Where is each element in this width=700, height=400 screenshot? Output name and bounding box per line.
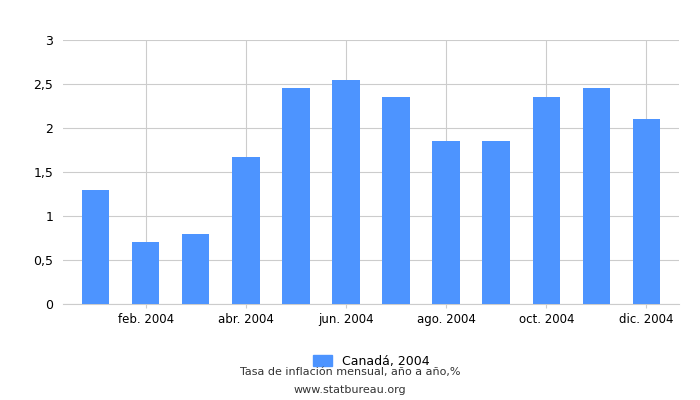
Bar: [433, 141, 460, 304]
Text: Tasa de inflación mensual, año a año,%: Tasa de inflación mensual, año a año,%: [239, 367, 461, 377]
Bar: [282, 88, 309, 304]
Bar: [82, 190, 109, 304]
Bar: [332, 80, 360, 304]
Bar: [582, 88, 610, 304]
Bar: [533, 97, 560, 304]
Bar: [132, 242, 160, 304]
Text: www.statbureau.org: www.statbureau.org: [294, 385, 406, 395]
Bar: [382, 97, 410, 304]
Bar: [633, 119, 660, 304]
Bar: [482, 141, 510, 304]
Bar: [182, 234, 209, 304]
Legend: Canadá, 2004: Canadá, 2004: [313, 355, 429, 368]
Bar: [232, 157, 260, 304]
